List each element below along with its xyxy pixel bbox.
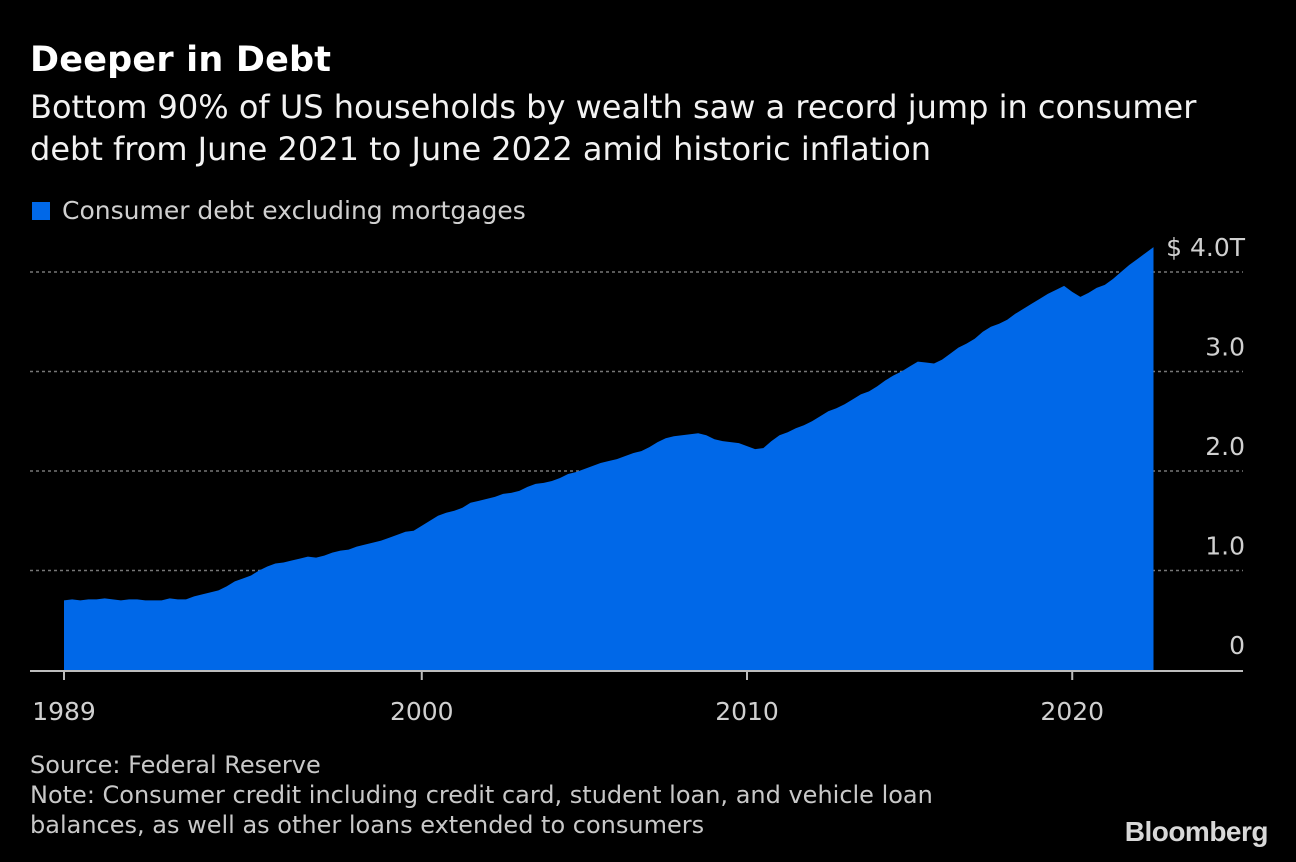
x-tick-label: 1989 — [32, 697, 96, 726]
x-tick-label: 2000 — [390, 697, 454, 726]
y-tick-label: 1.0 — [1205, 532, 1245, 561]
footer: Source: Federal Reserve Note: Consumer c… — [30, 750, 970, 840]
chart-subtitle: Bottom 90% of US households by wealth sa… — [30, 88, 1197, 168]
bloomberg-logo: Bloomberg — [1124, 816, 1269, 847]
x-tick-label: 2020 — [1040, 697, 1104, 726]
y-tick-label: 0 — [1229, 631, 1245, 660]
debt-area — [64, 247, 1154, 670]
legend-label: Consumer debt excluding mortgages — [62, 196, 526, 225]
legend: Consumer debt excluding mortgages — [32, 196, 526, 225]
x-tick-label: 2010 — [715, 697, 779, 726]
note-text: Note: Consumer credit including credit c… — [30, 781, 933, 839]
chart-title: Deeper in Debt — [30, 40, 332, 80]
y-tick-label: 2.0 — [1205, 432, 1245, 461]
legend-swatch — [32, 201, 50, 220]
y-tick-label: 3.0 — [1205, 333, 1245, 362]
y-tick-label: $ 4.0T — [1166, 233, 1246, 262]
source-text: Source: Federal Reserve — [30, 751, 321, 779]
